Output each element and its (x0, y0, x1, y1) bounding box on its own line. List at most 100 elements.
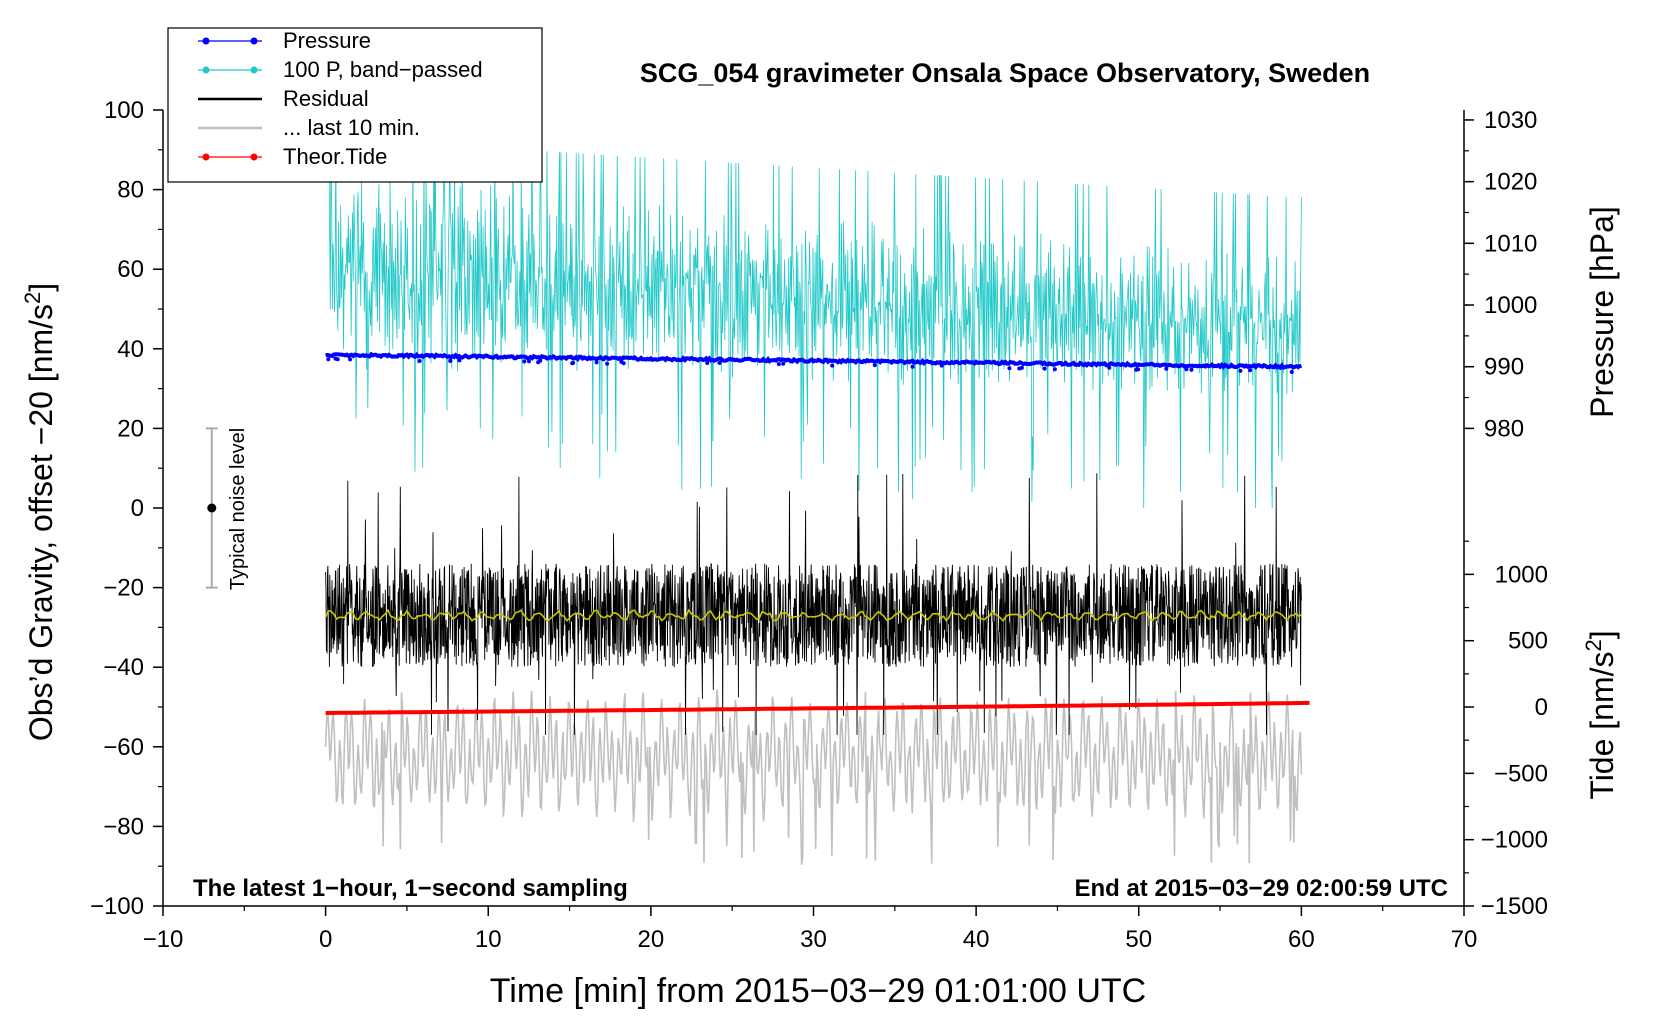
y-axis-label: Obs’d Gravity, offset −20 [nm/s2] (20, 283, 59, 741)
y-tick-label: −100 (90, 893, 144, 920)
series-pressure-point (619, 359, 624, 364)
pressure-tick-label: 1000 (1484, 292, 1537, 319)
annotation-end-time: End at 2015−03−29 02:00:59 UTC (1074, 875, 1448, 902)
pressure-tick-label: 1020 (1484, 169, 1537, 196)
tide-axis-label-text: Tide [nm/s (1584, 651, 1620, 799)
series-pressure-point (872, 363, 877, 368)
series-residual-line (325, 473, 1302, 735)
tide-axis-label-sup: 2 (1581, 639, 1606, 651)
annotation-sampling: The latest 1−hour, 1−second sampling (193, 875, 628, 902)
series-pressure-point (1238, 368, 1243, 373)
series-residual-smoothed-line (324, 608, 1302, 623)
y-tick-label: 60 (117, 256, 144, 283)
series-pressure-point (326, 357, 331, 362)
series-pressure-point (717, 360, 722, 365)
noise-level-label: Typical noise level (227, 428, 249, 590)
y-axis-label-text: Obs’d Gravity, offset −20 [nm/s (23, 304, 59, 741)
pressure-tick-label: 1030 (1484, 107, 1537, 134)
series-pressure-point (536, 360, 541, 365)
noise-level-marker: Typical noise level (205, 427, 249, 590)
x-axis-label: Time [min] from 2015−03−29 01:01:00 UTC (490, 972, 1146, 1010)
series-pressure-point (830, 363, 835, 368)
x-tick-label: 60 (1288, 926, 1315, 953)
legend-entry-label: Theor.Tide (283, 144, 387, 169)
series-pressure-point (594, 360, 599, 365)
series-pressure-point (705, 361, 710, 365)
tide-tick-label: −500 (1494, 760, 1548, 787)
tide-axis-label: Tide [nm/s2] (1581, 630, 1620, 799)
x-tick-label: 50 (1125, 926, 1152, 953)
series-pressure-point (1017, 366, 1022, 371)
series-pressure-point (1007, 366, 1012, 371)
series-pressure-point (527, 359, 531, 364)
series-last-10min-line (324, 689, 1303, 866)
series-pressure-point (776, 362, 781, 367)
series-pressure-point (1248, 368, 1253, 373)
pressure-axis-label: Pressure [hPa] (1584, 206, 1620, 418)
legend-entry-label: ... last 10 min. (283, 115, 420, 140)
series-theoretical-tide-line (325, 700, 1310, 715)
tide-axis-label-close: ] (1584, 630, 1620, 639)
x-tick-label: 70 (1451, 926, 1478, 953)
x-axis-ticks: −10 0 10 20 30 40 50 60 70 (143, 906, 1478, 953)
legend-swatch-dot (202, 66, 210, 74)
y-tick-label: −80 (103, 813, 144, 840)
series-pressure-point (1042, 366, 1047, 371)
series-pressure-line (325, 351, 1302, 371)
series-pressure-point (348, 357, 353, 362)
pressure-axis-ticks: 980 990 1000 1010 1020 1030 (1464, 107, 1537, 442)
pressure-tick-label: 1010 (1484, 230, 1537, 257)
y-tick-label: −60 (103, 734, 144, 761)
series-pressure-point (448, 359, 453, 363)
tide-tick-label: −1500 (1481, 893, 1548, 920)
y-axis-label-sup: 2 (20, 292, 45, 304)
tide-axis-ticks: −1500 −1000 −500 0 500 1000 (1464, 540, 1548, 920)
series-pressure-point (457, 358, 462, 363)
series-pressure-point (1107, 365, 1112, 370)
series-pressure-point (1134, 367, 1139, 372)
tide-tick-label: −1000 (1481, 827, 1548, 854)
series-pressure-point (605, 361, 610, 366)
x-tick-label: 30 (800, 926, 827, 953)
legend-entry-label: Pressure (283, 28, 371, 53)
y-tick-label: 20 (117, 415, 144, 442)
y-axis-ticks: −100 −80 −60 −40 −20 0 20 40 60 80 100 (90, 97, 163, 920)
series-pressure-point (1189, 367, 1194, 372)
legend-swatch-dot (250, 37, 258, 45)
series-pressure-point (781, 361, 786, 366)
data-series (324, 138, 1310, 866)
tide-tick-label: 500 (1508, 628, 1548, 655)
x-tick-label: 0 (319, 926, 332, 953)
tide-tick-label: 1000 (1495, 561, 1548, 588)
series-pressure-point (1289, 370, 1294, 374)
x-tick-label: 10 (475, 926, 502, 953)
legend-entry-label: Residual (283, 86, 369, 111)
legend-box (167, 27, 543, 183)
legend-swatch-dot (250, 66, 258, 74)
legend-swatch-dot (202, 37, 210, 45)
series-pressure-point (570, 361, 575, 366)
series-pressure-point (522, 359, 527, 364)
legend-swatch-dot (250, 153, 258, 161)
y-tick-label: 80 (117, 177, 144, 204)
y-tick-label: 40 (117, 336, 144, 363)
series-pressure-point (1052, 367, 1057, 372)
x-tick-label: −10 (143, 926, 184, 953)
x-tick-label: 40 (963, 926, 990, 953)
y-tick-label: 0 (131, 495, 144, 522)
legend-entry-label: 100 P, band−passed (283, 57, 483, 82)
tide-tick-label: 0 (1535, 694, 1548, 721)
pressure-tick-label: 980 (1484, 415, 1524, 442)
series-pressure-point (1184, 367, 1189, 372)
y-tick-label: −20 (103, 575, 144, 602)
series-bandpassed-pressure-line (328, 138, 1302, 509)
x-tick-label: 20 (638, 926, 665, 953)
y-axis-label-close: ] (23, 283, 59, 292)
series-pressure-point (417, 359, 422, 363)
y-tick-label: 100 (104, 97, 144, 124)
legend: Pressure 100 P, band−passed Residual ... la… (167, 27, 543, 183)
chart-title: SCG_054 gravimeter Onsala Space Observat… (640, 58, 1370, 88)
pressure-tick-label: 990 (1484, 354, 1524, 381)
y-tick-label: −40 (103, 654, 144, 681)
